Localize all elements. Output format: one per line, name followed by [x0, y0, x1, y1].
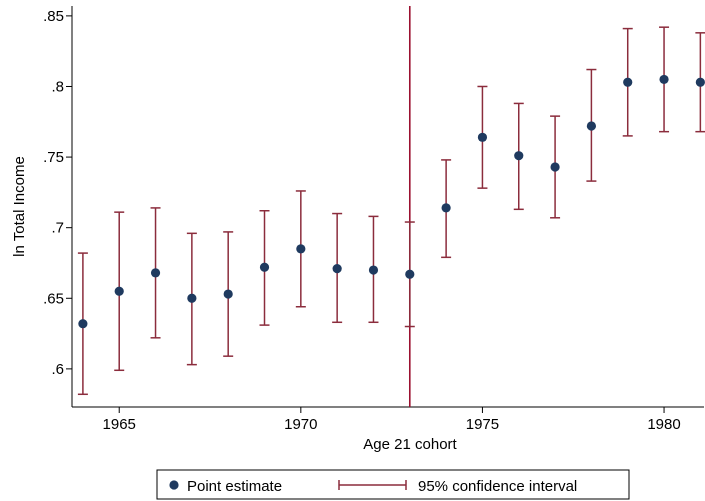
- y-tick-label: .7: [51, 220, 64, 237]
- y-tick-label: .8: [51, 78, 64, 95]
- y-tick-label: .6: [51, 361, 64, 378]
- point-estimate: [659, 74, 669, 85]
- point-estimate: [223, 289, 233, 299]
- legend-point-symbol: [169, 480, 179, 490]
- point-estimate: [78, 319, 88, 329]
- point-estimate: [514, 151, 524, 161]
- x-tick-label: 1975: [466, 416, 499, 433]
- point-estimate: [477, 132, 488, 142]
- y-tick-label: .65: [43, 290, 64, 307]
- point-estimate: [695, 77, 705, 87]
- point-estimate: [259, 262, 270, 272]
- y-axis-title: ln Total Income: [11, 156, 28, 257]
- point-estimate: [150, 268, 161, 278]
- point-estimate: [441, 203, 451, 213]
- point-estimate: [187, 293, 197, 303]
- y-tick-label: .75: [43, 149, 64, 166]
- point-estimate: [368, 265, 379, 275]
- x-axis-title: Age 21 cohort: [363, 436, 457, 453]
- point-estimate: [296, 244, 306, 254]
- point-estimate: [550, 162, 560, 172]
- x-tick-label: 1980: [647, 416, 680, 433]
- point-estimate: [405, 269, 415, 279]
- legend-label-ci: 95% confidence interval: [418, 478, 577, 495]
- point-estimate: [332, 264, 342, 274]
- y-tick-label: .85: [43, 8, 64, 25]
- legend-label-point: Point estimate: [187, 478, 282, 495]
- x-tick-label: 1965: [103, 416, 136, 433]
- point-estimate: [586, 121, 597, 131]
- point-estimate: [623, 77, 633, 87]
- x-tick-label: 1970: [284, 416, 317, 433]
- point-estimate: [114, 286, 124, 296]
